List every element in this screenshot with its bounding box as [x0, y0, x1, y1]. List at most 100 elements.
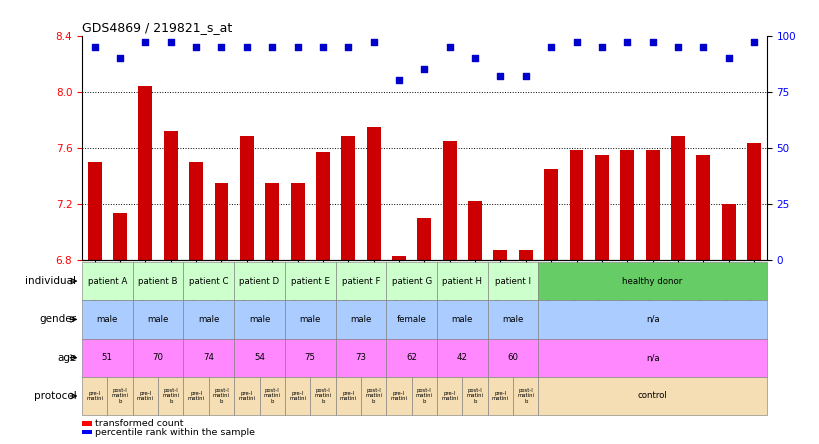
Bar [493, 250, 507, 260]
Bar [284, 262, 335, 300]
Text: patient C: patient C [189, 277, 229, 285]
Bar [487, 262, 538, 300]
Point [138, 39, 152, 46]
Text: 60: 60 [507, 353, 518, 362]
Bar [335, 339, 386, 377]
Bar [284, 300, 335, 339]
Text: n/a: n/a [645, 315, 658, 324]
Bar [538, 300, 766, 339]
Point [367, 39, 380, 46]
Text: pre-I
matini: pre-I matini [188, 391, 205, 401]
Point [493, 72, 506, 79]
Bar [437, 377, 462, 415]
Point [265, 43, 278, 50]
Bar [133, 300, 183, 339]
Bar [183, 262, 234, 300]
Text: pre-I
matini: pre-I matini [289, 391, 305, 401]
Text: percentile rank within the sample: percentile rank within the sample [95, 428, 255, 436]
Text: post-I
matini
b: post-I matini b [415, 388, 432, 404]
Text: patient G: patient G [391, 277, 432, 285]
Bar [215, 182, 229, 260]
Bar [468, 201, 482, 260]
Text: patient D: patient D [239, 277, 279, 285]
Bar [487, 300, 538, 339]
Bar [417, 218, 431, 260]
Point [215, 43, 228, 50]
Bar [335, 300, 386, 339]
Text: 75: 75 [305, 353, 315, 362]
Bar [538, 339, 766, 377]
Point [722, 55, 735, 62]
Bar [82, 339, 133, 377]
Bar [164, 131, 178, 260]
Text: male: male [97, 315, 118, 324]
Bar [209, 377, 234, 415]
Text: patient H: patient H [441, 277, 482, 285]
Bar [386, 339, 437, 377]
Text: male: male [350, 315, 371, 324]
Bar [619, 151, 633, 260]
Point [240, 43, 253, 50]
Point [645, 39, 658, 46]
Bar [183, 339, 234, 377]
Bar [366, 127, 380, 260]
Bar [594, 155, 608, 260]
Text: healthy donor: healthy donor [622, 277, 682, 285]
Bar [518, 250, 532, 260]
Text: 73: 73 [355, 353, 366, 362]
Text: post-I
matini
b: post-I matini b [314, 388, 331, 404]
Bar [138, 86, 152, 260]
Text: patient B: patient B [138, 277, 178, 285]
Bar [88, 162, 102, 260]
Text: male: male [299, 315, 320, 324]
Text: male: male [451, 315, 473, 324]
Text: 70: 70 [152, 353, 163, 362]
Point [595, 43, 608, 50]
Text: 62: 62 [405, 353, 417, 362]
Text: GDS4869 / 219821_s_at: GDS4869 / 219821_s_at [82, 21, 232, 34]
Bar [284, 339, 335, 377]
Text: post-I
matini
b: post-I matini b [466, 388, 483, 404]
Point [164, 39, 177, 46]
Point [442, 43, 455, 50]
Bar [341, 136, 355, 260]
Bar [284, 377, 310, 415]
Point [417, 66, 431, 73]
Bar [113, 214, 127, 260]
Point [518, 72, 532, 79]
Text: pre-I
matini: pre-I matini [339, 391, 356, 401]
Bar [158, 377, 183, 415]
Bar [335, 262, 386, 300]
Bar [437, 300, 487, 339]
Bar [487, 339, 538, 377]
Point [113, 55, 126, 62]
Bar [360, 377, 386, 415]
Text: pre-I
matini: pre-I matini [86, 391, 103, 401]
Point [316, 43, 329, 50]
Bar [310, 377, 335, 415]
Bar [133, 339, 183, 377]
Bar [721, 204, 735, 260]
Bar [183, 300, 234, 339]
Point [291, 43, 304, 50]
Text: pre-I
matini: pre-I matini [491, 391, 509, 401]
Text: age: age [57, 353, 76, 363]
Text: patient A: patient A [88, 277, 127, 285]
Point [747, 39, 760, 46]
Bar [234, 339, 284, 377]
Bar [315, 152, 329, 260]
Bar [82, 262, 133, 300]
Text: individual: individual [25, 276, 76, 286]
Text: 54: 54 [254, 353, 265, 362]
Text: 42: 42 [456, 353, 468, 362]
Bar [746, 143, 760, 260]
Bar [411, 377, 437, 415]
Bar [82, 377, 107, 415]
Text: transformed count: transformed count [95, 419, 183, 428]
Text: pre-I
matini: pre-I matini [390, 391, 407, 401]
Point [468, 55, 481, 62]
Point [189, 43, 202, 50]
Text: male: male [248, 315, 270, 324]
Text: post-I
matini
b: post-I matini b [364, 388, 382, 404]
Bar [386, 300, 437, 339]
